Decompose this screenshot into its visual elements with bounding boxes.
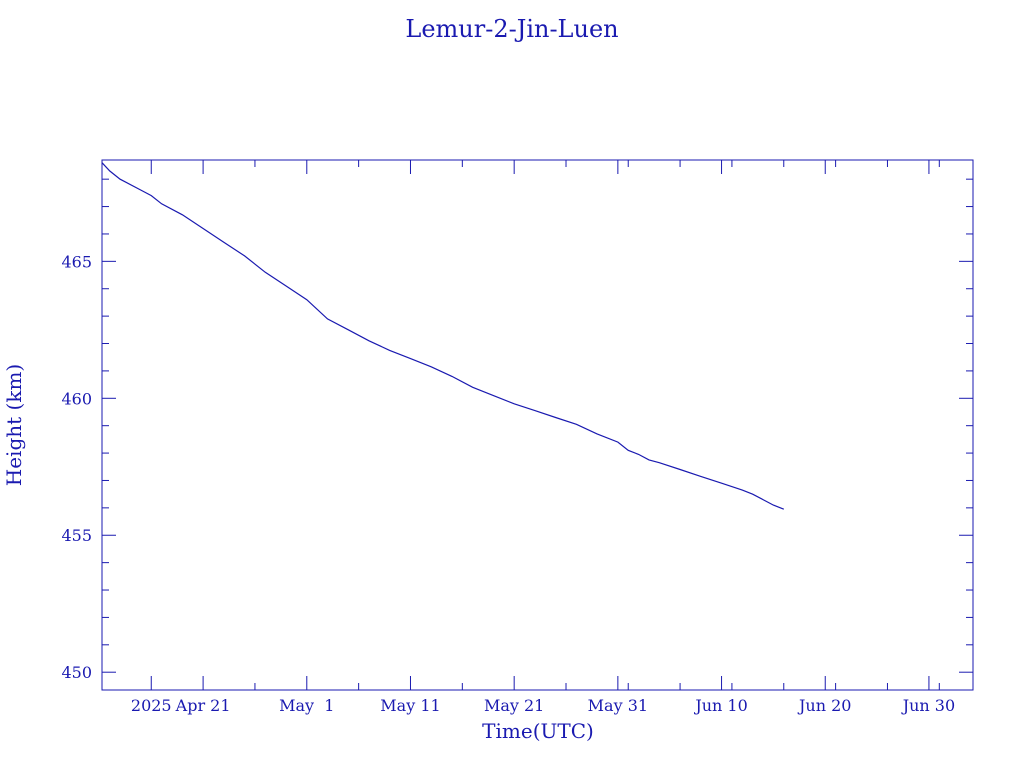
x-tick-label: Jun 10 bbox=[693, 696, 747, 715]
chart-title: Lemur-2-Jin-Luen bbox=[405, 15, 618, 43]
y-tick-label: 460 bbox=[61, 389, 92, 408]
y-axis-label: Height (km) bbox=[2, 364, 26, 486]
plot-frame bbox=[101, 159, 974, 691]
x-tick-label: Jun 30 bbox=[901, 696, 955, 715]
x-tick-label: May 21 bbox=[484, 696, 544, 715]
x-tick-label: Jun 20 bbox=[797, 696, 851, 715]
x-axis-label: Time(UTC) bbox=[482, 719, 594, 743]
x-tick-label: May 1 bbox=[279, 696, 334, 715]
x-tick-label: Apr 21 bbox=[175, 696, 231, 715]
y-tick-label: 455 bbox=[61, 526, 92, 545]
height-series-line bbox=[101, 162, 785, 510]
y-tick-label: 450 bbox=[61, 663, 92, 682]
y-axis-ticks: 450 455 460 465 bbox=[61, 178, 973, 682]
x-tick-label: May 11 bbox=[380, 696, 440, 715]
y-tick-label: 465 bbox=[61, 252, 92, 271]
x-axis-ticks: 2025 Apr 21 May 1 May 11 May 21 May 31 Jun 10 J… bbox=[131, 160, 955, 715]
x-tick-label: 2025 bbox=[131, 696, 172, 715]
x-tick-label: May 31 bbox=[588, 696, 648, 715]
